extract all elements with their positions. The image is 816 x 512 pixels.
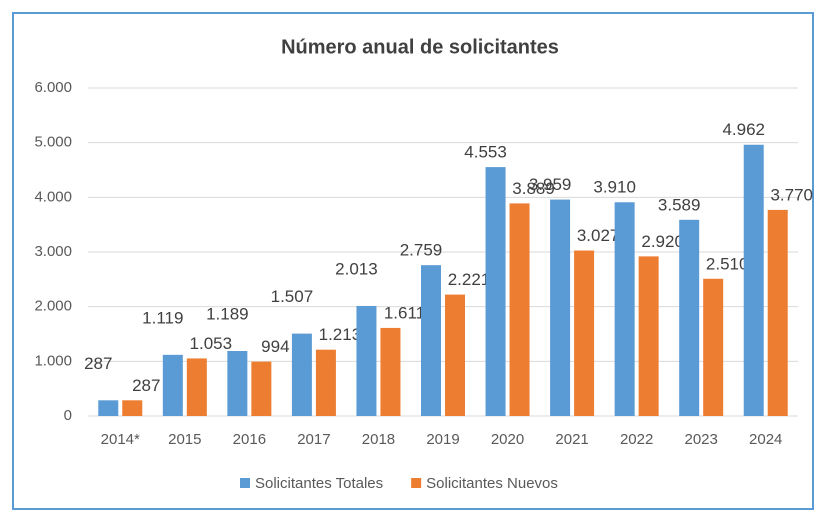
bar [703,278,724,416]
bar [315,349,336,416]
data-label: 287 [84,354,112,373]
data-label: 2.013 [335,259,378,278]
data-label: 2.510 [706,254,749,273]
x-tick-label: 2018 [362,431,395,448]
y-tick-label: 0 [64,407,72,424]
data-label: 3.027 [577,226,620,245]
data-label: 2.221 [448,270,491,289]
x-tick-label: 2020 [491,431,524,448]
bar [767,209,788,416]
bar [679,219,700,416]
x-tick-label: 2017 [297,431,330,448]
y-tick-label: 4.000 [34,188,72,205]
x-tick-label: 2014* [101,431,140,448]
data-label: 1.053 [190,334,233,353]
data-label: 4.962 [722,120,765,139]
x-tick-label: 2016 [233,431,266,448]
bar [614,202,635,416]
y-tick-label: 3.000 [34,243,72,260]
bar [122,400,143,416]
bar [509,203,530,416]
bar [380,327,401,416]
y-tick-label: 2.000 [34,298,72,315]
bar [98,400,119,416]
data-label: 1.611 [384,303,425,322]
bar [227,351,248,416]
data-label: 994 [261,337,289,356]
y-tick-label: 6.000 [34,79,72,96]
x-tick-label: 2023 [684,431,717,448]
bar [162,354,183,416]
bar [485,167,506,416]
data-label: 1.189 [206,304,249,323]
data-label: 3.589 [658,195,701,214]
bar [445,294,465,416]
x-tick-label: 2022 [620,431,653,448]
legend-label: Solicitantes Totales [255,475,383,492]
bar [356,305,377,416]
bar [251,361,272,416]
data-label: 3.910 [593,178,636,197]
data-label: 1.119 [142,308,183,327]
bar [550,199,571,416]
data-label: 1.507 [271,287,314,306]
y-tick-label: 5.000 [34,134,72,151]
bar [743,144,764,416]
data-label: 1.213 [319,325,362,344]
data-label: 3.959 [529,175,572,194]
data-label: 2.920 [641,232,684,251]
x-tick-label: 2021 [555,431,588,448]
legend-swatch [411,478,422,488]
chart-title: Número anual de solicitantes [281,36,559,58]
legend-label: Solicitantes Nuevos [426,475,558,492]
bar [421,265,441,416]
bar [574,250,595,416]
bar [638,256,659,416]
data-label: 287 [132,376,160,395]
bar [186,358,207,416]
data-label: 2.759 [400,241,443,260]
y-tick-label: 1.000 [34,352,72,369]
x-tick-label: 2015 [168,431,201,448]
bar [291,333,312,416]
legend-swatch [240,478,250,488]
x-tick-label: 2024 [749,431,782,448]
x-tick-label: 2019 [426,431,459,448]
data-label: 3.889 [512,179,555,198]
data-label: 3.770 [770,185,813,204]
data-label: 4.553 [464,143,507,162]
